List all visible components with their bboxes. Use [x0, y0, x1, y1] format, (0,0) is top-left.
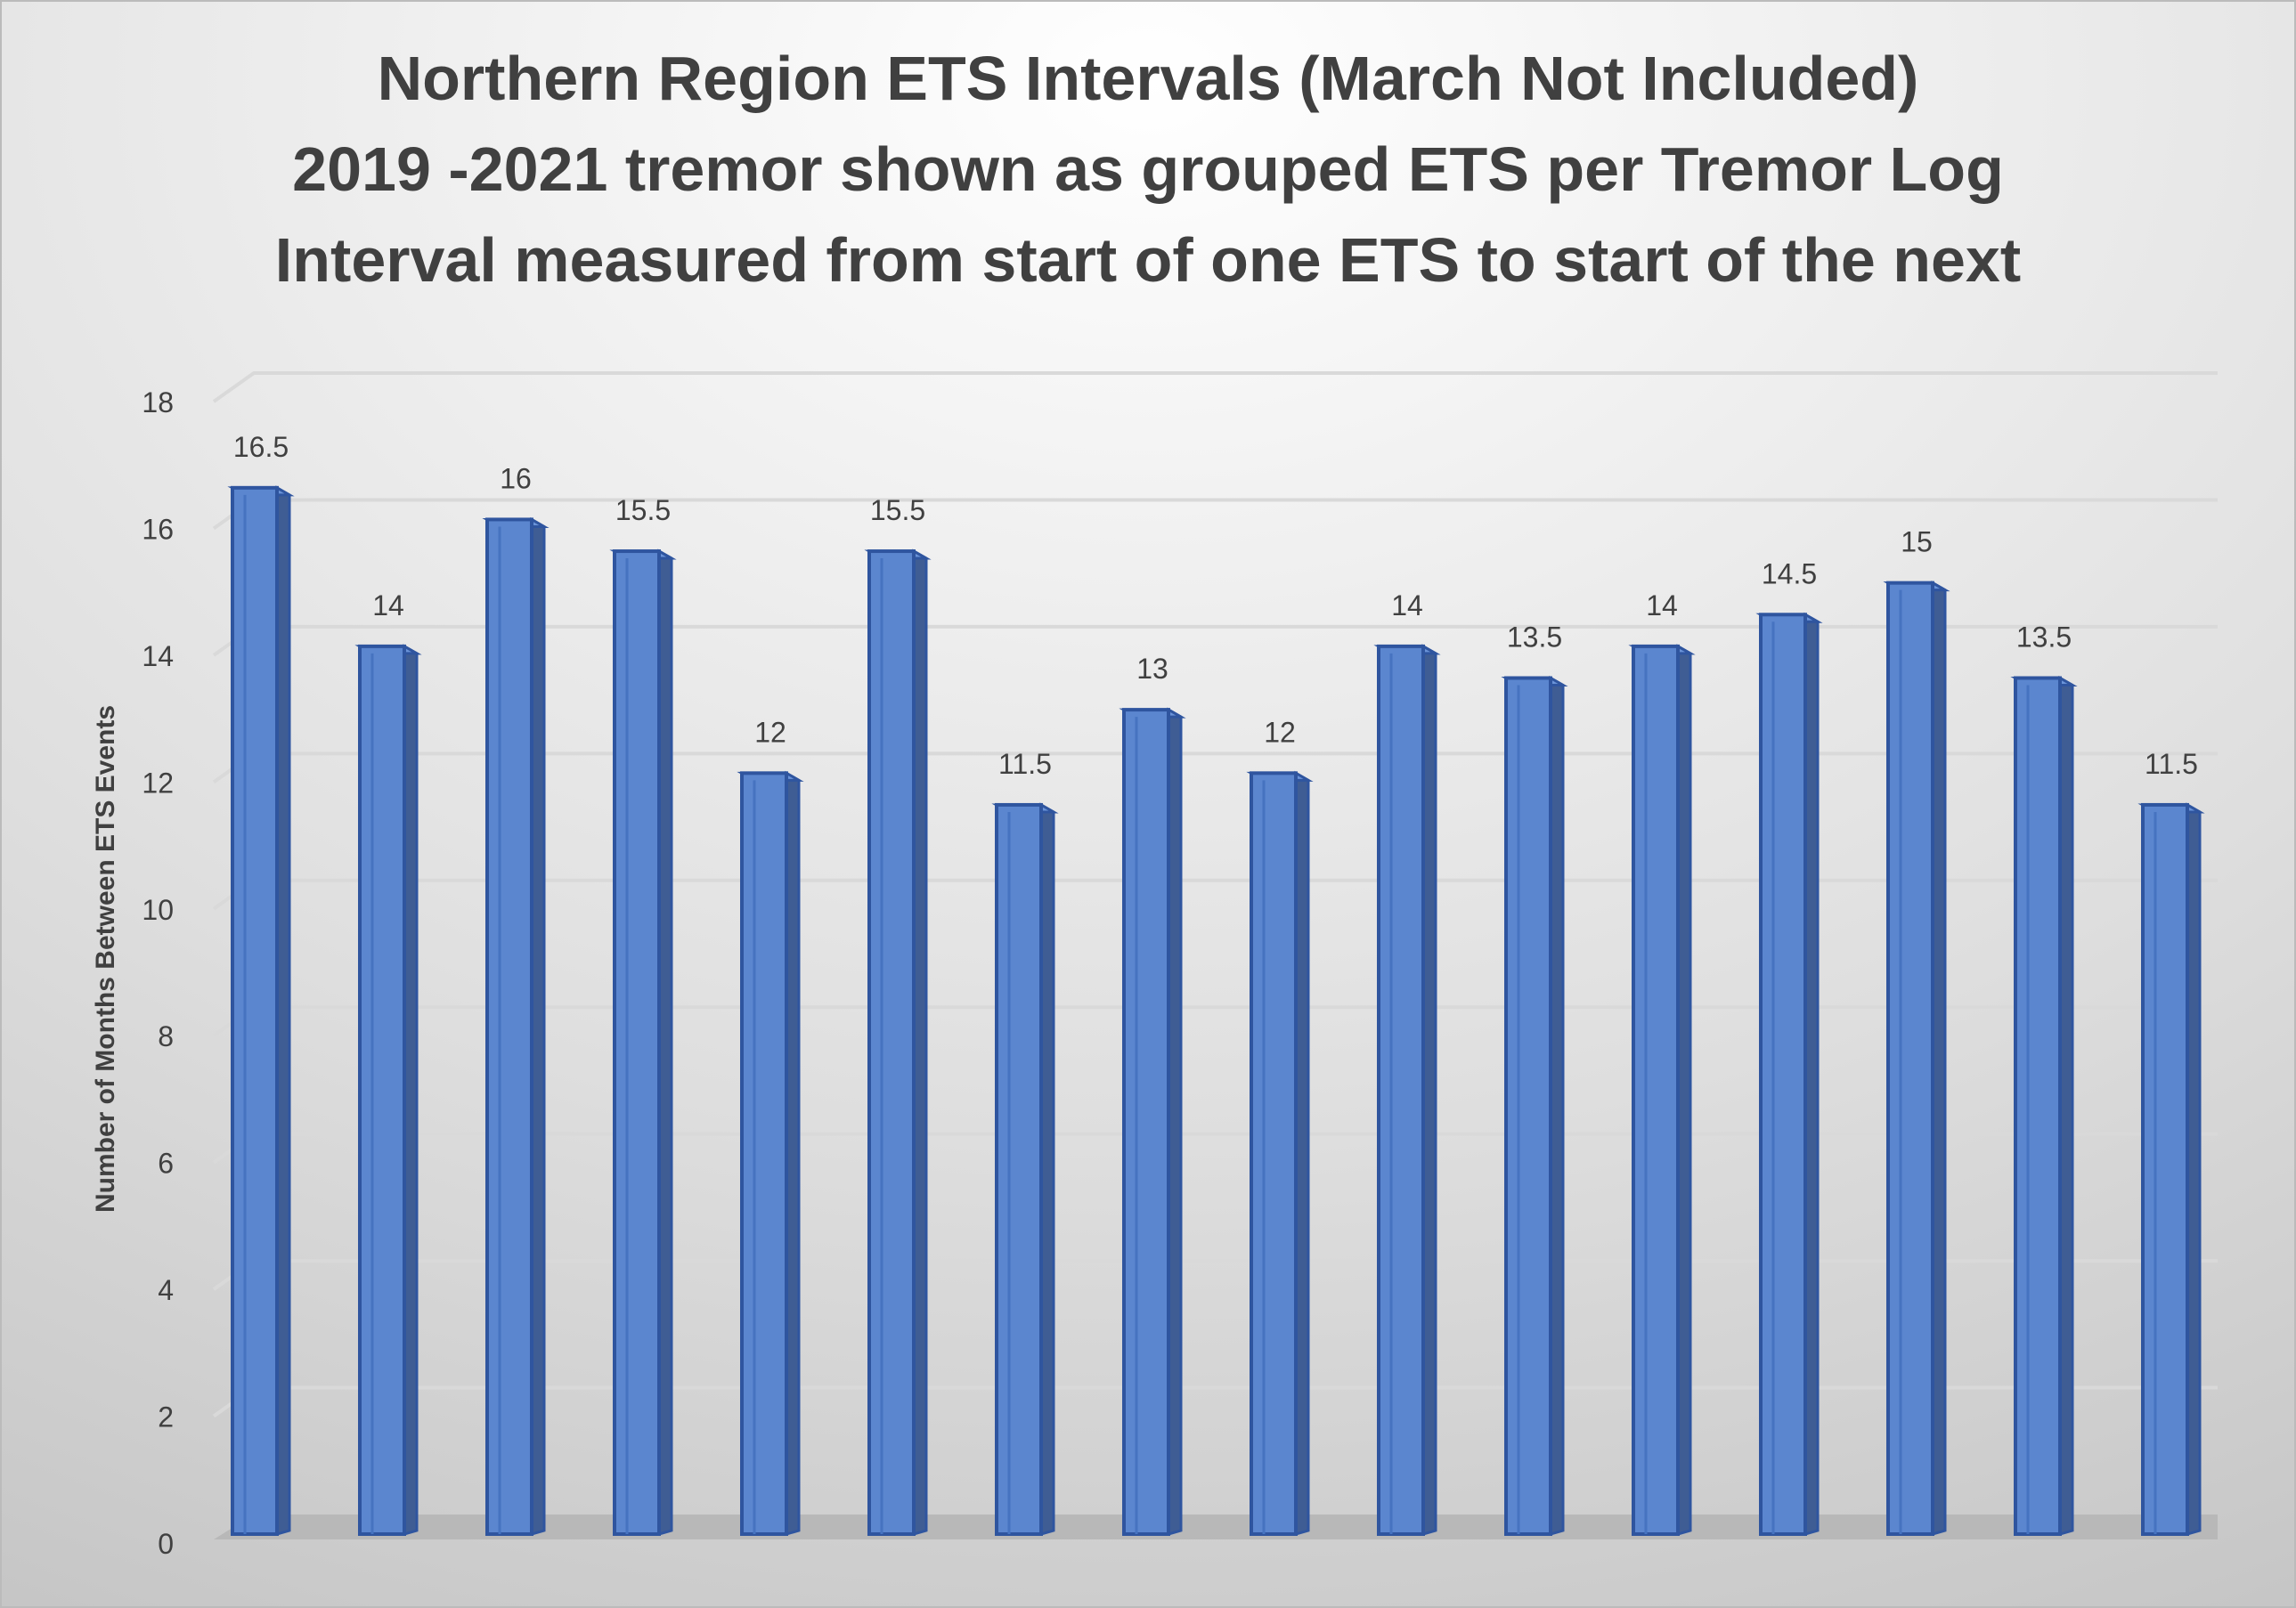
y-tick-label: 16 — [142, 513, 174, 545]
bar-side — [785, 770, 801, 1536]
bar-side — [1931, 581, 1947, 1536]
bar-front — [740, 771, 788, 1536]
bar-side — [1294, 770, 1310, 1536]
y-tick-label: 2 — [158, 1401, 174, 1433]
bar — [991, 802, 1059, 1536]
chart-title-line-2: 2019 -2021 tremor shown as grouped ETS p… — [292, 134, 2004, 204]
data-label: 16.5 — [233, 431, 289, 463]
bar — [2010, 675, 2078, 1536]
data-label: 14 — [1391, 589, 1423, 621]
bar — [1628, 644, 1696, 1536]
bar-side — [403, 644, 419, 1536]
y-tick-label: 8 — [158, 1020, 174, 1052]
bar-side — [530, 516, 546, 1536]
bar — [737, 770, 804, 1536]
bar-side — [1039, 802, 1055, 1536]
bar — [354, 644, 422, 1536]
bar-front — [485, 517, 533, 1536]
bar-front — [1377, 644, 1425, 1536]
bar-front — [1250, 771, 1298, 1536]
data-label: 13 — [1136, 653, 1168, 685]
y-tick-label: 12 — [142, 767, 174, 799]
y-axis-label: Number of Months Between ETS Events — [91, 705, 120, 1213]
bar-front — [867, 549, 916, 1536]
bar — [227, 485, 295, 1536]
chart-title-line-3: Interval measured from start of one ETS … — [275, 225, 2021, 295]
bar-side — [2186, 802, 2202, 1536]
bar — [609, 548, 677, 1536]
data-label: 11.5 — [998, 748, 1052, 780]
y-tick-label: 10 — [142, 894, 174, 926]
data-label: 14.5 — [1762, 557, 1817, 589]
data-label: 13.5 — [2016, 621, 2072, 654]
bar — [482, 516, 550, 1536]
bar-side — [1167, 707, 1183, 1536]
chart-title-line-1: Northern Region ETS Intervals (March Not… — [378, 44, 1919, 113]
data-label: 12 — [1264, 716, 1296, 748]
y-tick-label: 6 — [158, 1148, 174, 1180]
data-label: 15 — [1901, 526, 1933, 558]
data-label: 12 — [754, 716, 786, 748]
bar-side — [275, 485, 291, 1536]
data-label: 14 — [1646, 589, 1678, 621]
bar-side — [912, 548, 928, 1536]
y-tick-label: 0 — [158, 1528, 174, 1560]
bar — [1373, 644, 1441, 1536]
bar — [1755, 612, 1823, 1536]
bar-side — [1803, 612, 1820, 1536]
data-label: 13.5 — [1507, 621, 1562, 654]
bar-side — [1421, 644, 1437, 1536]
bar — [1246, 770, 1314, 1536]
bar — [1119, 707, 1186, 1536]
bar-front — [2141, 802, 2189, 1536]
data-label: 15.5 — [615, 494, 671, 526]
bar-side — [657, 548, 673, 1536]
bar-front — [995, 802, 1043, 1536]
bar-side — [1676, 644, 1692, 1536]
bar — [2137, 802, 2205, 1536]
bar-front — [231, 485, 279, 1536]
bar-front — [1886, 581, 1934, 1537]
bar-front — [1504, 676, 1552, 1536]
bar-front — [1632, 644, 1680, 1536]
bar-front — [1759, 613, 1807, 1536]
bar-side — [1549, 675, 1565, 1536]
bar-front — [613, 549, 661, 1536]
bar-front — [358, 644, 406, 1536]
bar-front — [2014, 676, 2062, 1536]
data-label: 11.5 — [2145, 748, 2198, 780]
bar-front — [1122, 708, 1170, 1536]
y-tick-label: 18 — [142, 386, 174, 418]
bar — [864, 548, 932, 1536]
y-tick-label: 14 — [142, 640, 174, 672]
bar — [1883, 581, 1950, 1537]
bar — [1501, 675, 1568, 1536]
y-tick-label: 4 — [158, 1274, 174, 1306]
data-label: 15.5 — [870, 494, 925, 526]
data-label: 14 — [372, 589, 404, 621]
chart-floor — [214, 1515, 2218, 1539]
bar-side — [2058, 675, 2074, 1536]
data-label: 16 — [500, 462, 532, 494]
gridline — [212, 371, 2218, 403]
